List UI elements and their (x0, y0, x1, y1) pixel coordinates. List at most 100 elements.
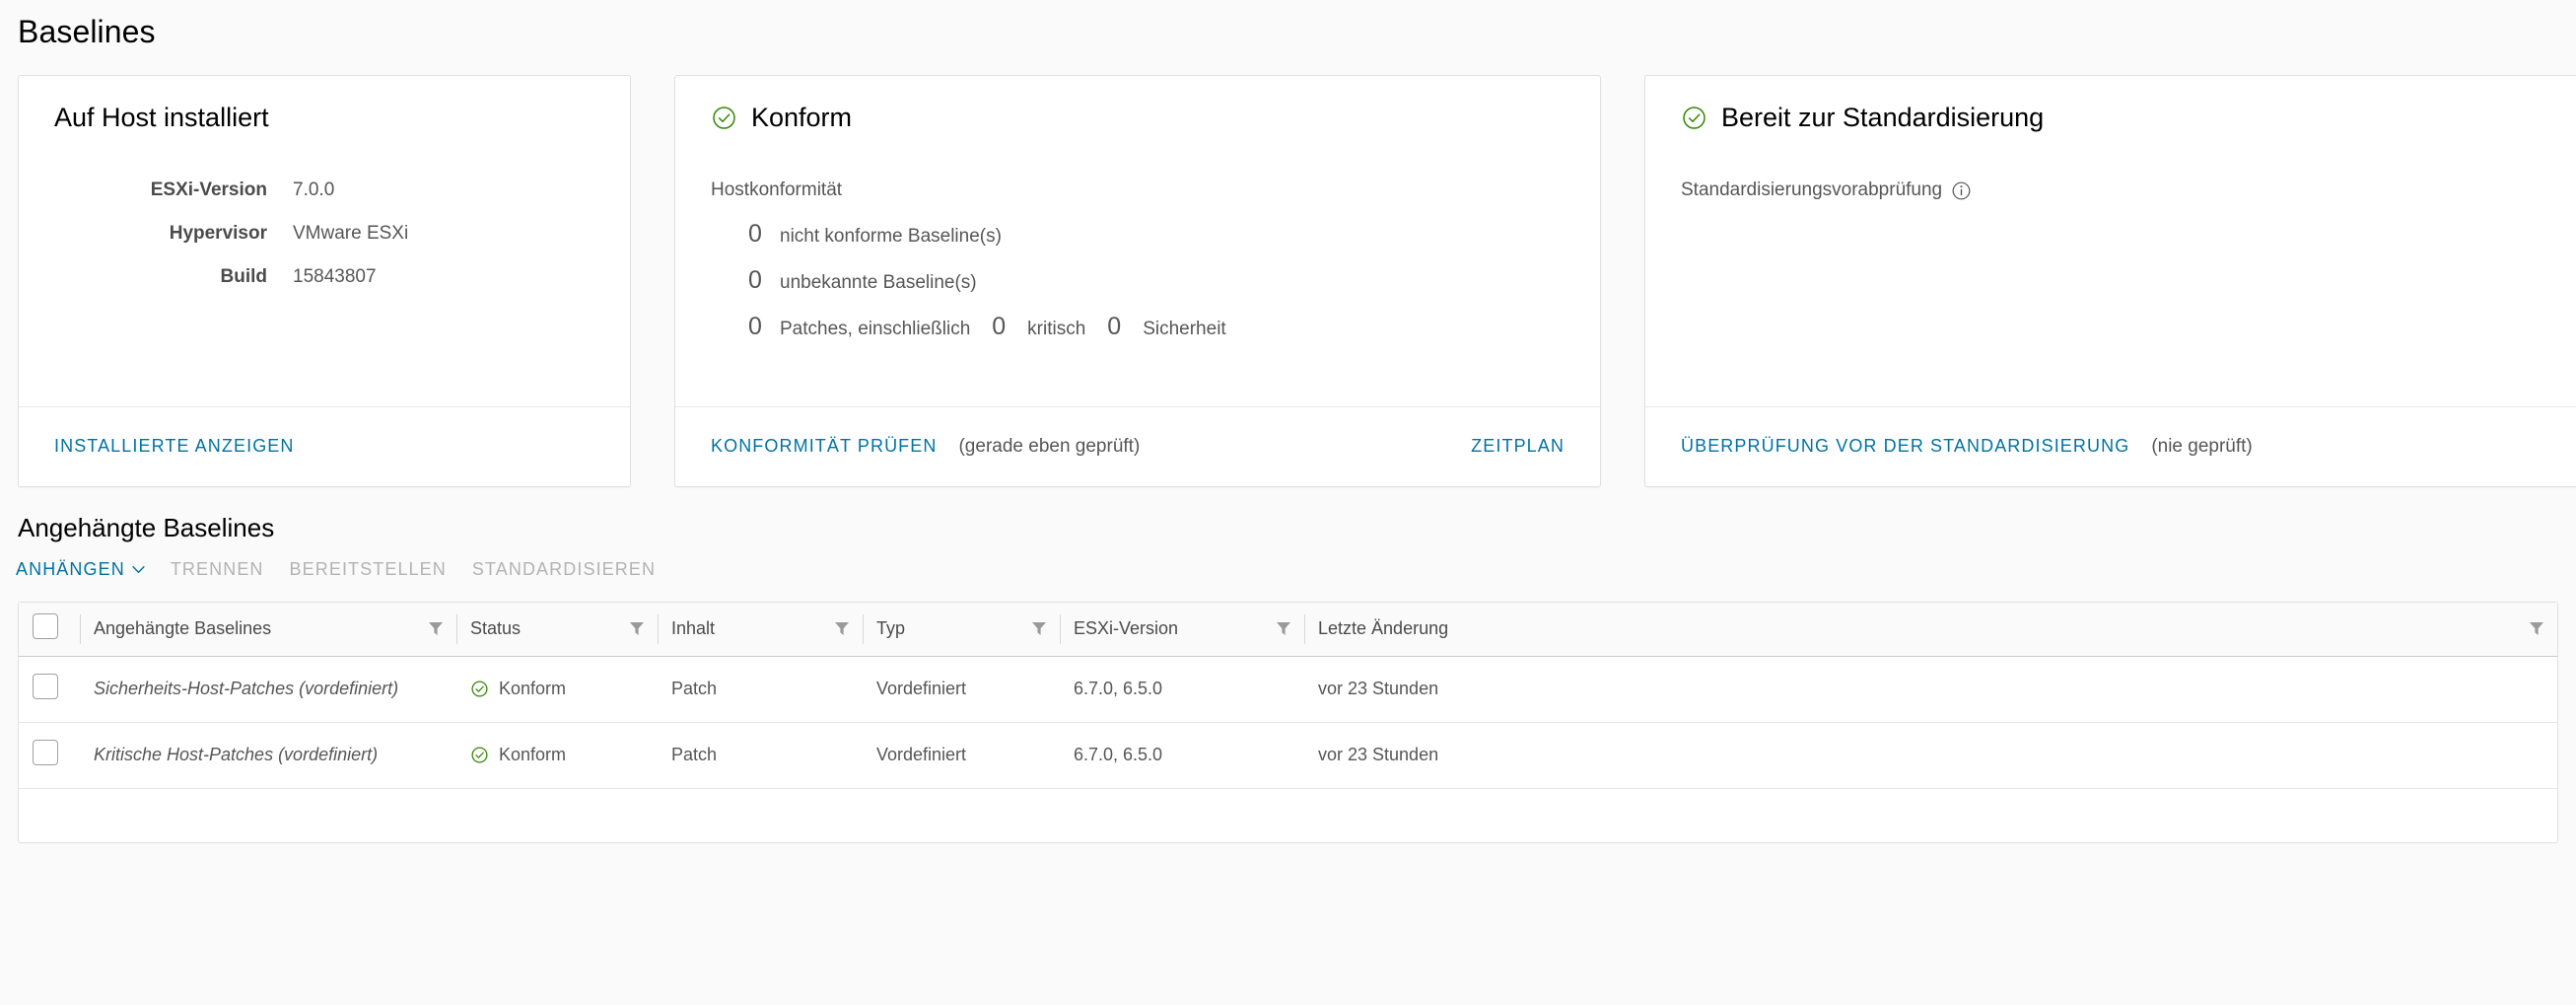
card-installed-on-host: Auf Host installiert ESXi-Version 7.0.0 … (18, 74, 631, 487)
column-header-name[interactable]: Angehängte Baselines (80, 602, 456, 657)
esxi-version-value: 7.0.0 (293, 179, 335, 201)
card-compliance: Konform Hostkonformität 0 nicht konforme… (674, 74, 1601, 487)
attached-baselines-table-wrap: Angehängte Baselines Status (18, 601, 2558, 843)
metric-unknown-count: 0 (748, 266, 762, 295)
table-body: Sicherheits-Host-Patches (vordefiniert) … (19, 656, 2557, 789)
attached-baselines-table: Angehängte Baselines Status (19, 602, 2557, 789)
attach-button-label: ANHÄNGEN (16, 558, 125, 579)
column-header-name-label: Angehängte Baselines (94, 618, 272, 639)
compliance-metric-list: 0 nicht konforme Baseline(s) 0 unbekannt… (711, 211, 1565, 350)
row-status-label: Konform (499, 679, 567, 699)
row-baseline-name: Kritische Host-Patches (vordefiniert) (80, 722, 456, 789)
metric-noncompliant-count: 0 (748, 220, 762, 249)
host-compliance-label: Hostkonformität (711, 179, 843, 201)
remediation-last-check-note: (nie geprüft) (2151, 435, 2253, 457)
build-label: Build (220, 266, 268, 288)
remediation-precheck-label: Standardisierungsvorabprüfung (1681, 179, 1943, 201)
esxi-version-label: ESXi-Version (150, 179, 267, 201)
column-header-status-label: Status (470, 618, 522, 639)
filter-icon[interactable] (1277, 622, 1290, 636)
card-remediation-body: Bereit zur Standardisierung Standardisie… (1645, 76, 2576, 406)
info-icon[interactable] (1951, 180, 1972, 201)
column-header-esxi-version-label: ESXi-Version (1074, 618, 1179, 639)
table-header-row: Angehängte Baselines Status (19, 602, 2557, 657)
row-last-change: vor 23 Stunden (1304, 656, 2557, 723)
view-installed-button[interactable]: INSTALLIERTE ANZEIGEN (54, 436, 295, 457)
compliance-last-check-note: (gerade eben geprüft) (958, 435, 1141, 457)
row-status-cell: Konform (456, 656, 658, 723)
row-last-change: vor 23 Stunden (1304, 722, 2557, 789)
metric-critical-label: kritisch (1027, 319, 1086, 340)
attached-baselines-title: Angehängte Baselines (18, 512, 275, 542)
card-remediation-footer: ÜBERPRÜFUNG VOR DER STANDARDISIERUNG (ni… (1645, 405, 2576, 486)
column-header-content-label: Inhalt (671, 618, 716, 639)
column-header-status[interactable]: Status (456, 602, 658, 657)
metric-security-count: 0 (1107, 313, 1122, 341)
table-row[interactable]: Sicherheits-Host-Patches (vordefiniert) … (19, 656, 2557, 723)
row-baseline-name: Sicherheits-Host-Patches (vordefiniert) (80, 656, 456, 723)
row-checkbox[interactable] (33, 674, 58, 700)
column-header-last-change[interactable]: Letzte Änderung (1304, 602, 2557, 657)
filter-icon[interactable] (2530, 622, 2543, 636)
build-value: 15843807 (293, 266, 377, 288)
column-header-last-change-label: Letzte Änderung (1318, 618, 1449, 639)
card-installed-footer: INSTALLIERTE ANZEIGEN (19, 405, 630, 486)
card-installed-body: Auf Host installiert ESXi-Version 7.0.0 … (19, 76, 630, 406)
metric-noncompliant: 0 nicht konforme Baseline(s) (711, 211, 1565, 257)
card-compliance-title-text: Konform (751, 102, 853, 132)
filter-icon[interactable] (1032, 622, 1046, 636)
check-compliance-button[interactable]: KONFORMITÄT PRÜFEN (711, 436, 938, 457)
row-esxi-version: 6.7.0, 6.5.0 (1060, 656, 1304, 723)
detach-button[interactable]: TRENNEN (170, 558, 264, 579)
row-esxi-version: 6.7.0, 6.5.0 (1060, 722, 1304, 789)
card-remediation-title-text: Bereit zur Standardisierung (1721, 102, 2045, 132)
check-circle-icon (711, 105, 737, 131)
card-installed-title-text: Auf Host installiert (54, 102, 269, 132)
card-remediation-ready: Bereit zur Standardisierung Standardisie… (1644, 74, 2576, 487)
metric-security-label: Sicherheit (1143, 319, 1226, 340)
row-content: Patch (658, 722, 863, 789)
pre-check-remediation-button[interactable]: ÜBERPRÜFUNG VOR DER STANDARDISIERUNG (1681, 436, 2130, 457)
select-all-checkbox[interactable] (33, 613, 58, 640)
check-circle-icon (1681, 105, 1707, 131)
row-type: Vordefiniert (863, 656, 1060, 723)
check-circle-icon (470, 680, 489, 698)
metric-patches: 0 Patches, einschließlich 0 kritisch 0 S… (711, 304, 1565, 350)
filter-icon[interactable] (835, 622, 849, 636)
metric-noncompliant-label: nicht konforme Baseline(s) (780, 226, 1002, 248)
column-header-content[interactable]: Inhalt (658, 602, 863, 657)
schedule-button[interactable]: ZEITPLAN (1471, 436, 1565, 457)
chevron-down-icon (132, 565, 145, 574)
filter-icon[interactable] (429, 622, 443, 636)
filter-icon[interactable] (630, 622, 644, 636)
column-header-type-label: Typ (876, 618, 906, 639)
metric-patches-count: 0 (748, 313, 762, 341)
metric-patches-label: Patches, einschließlich (780, 319, 971, 340)
row-type: Vordefiniert (863, 722, 1060, 789)
remediation-precheck-line: Standardisierungsvorabprüfung (1681, 179, 2541, 201)
column-header-esxi-version[interactable]: ESXi-Version (1060, 602, 1304, 657)
hypervisor-label: Hypervisor (169, 223, 267, 245)
card-installed-title: Auf Host installiert (54, 102, 594, 135)
table-head: Angehängte Baselines Status (19, 602, 2557, 657)
select-all-header (19, 602, 80, 657)
attach-button[interactable]: ANHÄNGEN (16, 559, 145, 580)
stage-button[interactable]: BEREITSTELLEN (289, 558, 447, 579)
metric-unknown: 0 unbekannte Baseline(s) (711, 257, 1565, 304)
attached-baselines-toolbar: ANHÄNGEN TRENNEN BEREITSTELLEN STANDARDI… (0, 543, 2576, 580)
row-status-label: Konform (499, 745, 567, 765)
row-select-cell (19, 722, 80, 789)
check-circle-icon (470, 746, 489, 764)
card-compliance-body: Konform Hostkonformität 0 nicht konforme… (675, 76, 1600, 406)
column-header-type[interactable]: Typ (863, 602, 1060, 657)
baselines-page: Baselines Auf Host installiert ESXi-Vers… (0, 14, 2576, 843)
row-checkbox[interactable] (33, 740, 58, 766)
remediate-button[interactable]: STANDARDISIEREN (471, 558, 657, 579)
row-select-cell (19, 656, 80, 723)
card-compliance-title: Konform (711, 102, 1565, 135)
summary-cards-row: Auf Host installiert ESXi-Version 7.0.0 … (0, 53, 2576, 487)
table-row[interactable]: Kritische Host-Patches (vordefiniert) Ko… (19, 722, 2557, 789)
card-compliance-footer: KONFORMITÄT PRÜFEN (gerade eben geprüft)… (675, 405, 1600, 486)
metric-critical-count: 0 (992, 313, 1007, 341)
card-remediation-title: Bereit zur Standardisierung (1681, 102, 2541, 135)
